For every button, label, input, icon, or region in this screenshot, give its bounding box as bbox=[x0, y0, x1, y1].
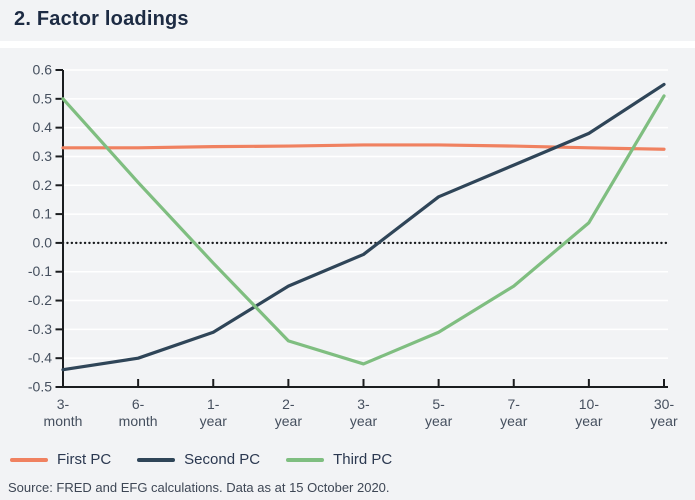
svg-text:-0.3: -0.3 bbox=[28, 321, 52, 337]
chart-legend: First PC Second PC Third PC bbox=[10, 451, 392, 468]
legend-label: First PC bbox=[57, 451, 112, 468]
chart-panel: 0.6 0.5 0.4 0.3 0.2 0.1 0.0 -0.1 -0.2 -0.3 -0.4 -0.… bbox=[0, 48, 695, 500]
legend-item-second-pc: Second PC bbox=[137, 451, 260, 468]
svg-text:0.0: 0.0 bbox=[33, 234, 53, 250]
svg-text:0.5: 0.5 bbox=[33, 90, 53, 106]
svg-text:-0.1: -0.1 bbox=[28, 263, 52, 279]
svg-text:7-year: 7-year bbox=[500, 396, 528, 429]
svg-text:30-year: 30-year bbox=[650, 396, 678, 429]
chart-title: 2. Factor loadings bbox=[14, 8, 189, 30]
svg-text:0.6: 0.6 bbox=[33, 62, 53, 78]
legend-item-first-pc: First PC bbox=[10, 451, 111, 468]
source-note: Source: FRED and EFG calculations. Data … bbox=[8, 480, 390, 495]
svg-text:3-month: 3-month bbox=[44, 396, 83, 429]
svg-text:1-year: 1-year bbox=[200, 396, 228, 429]
second-pc-line-swatch bbox=[137, 457, 176, 462]
svg-text:0.2: 0.2 bbox=[33, 177, 53, 193]
svg-text:0.3: 0.3 bbox=[33, 148, 53, 164]
legend-item-third-pc: Third PC bbox=[286, 451, 392, 468]
legend-label: Second PC bbox=[184, 451, 261, 468]
svg-text:3-year: 3-year bbox=[350, 396, 378, 429]
svg-text:5-year: 5-year bbox=[425, 396, 453, 429]
factor-loadings-line-chart: 0.6 0.5 0.4 0.3 0.2 0.1 0.0 -0.1 -0.2 -0.3 -0.4 -0.… bbox=[28, 62, 678, 430]
svg-text:10-year: 10-year bbox=[575, 396, 603, 429]
legend-label: Third PC bbox=[333, 451, 393, 468]
svg-text:-0.2: -0.2 bbox=[28, 292, 52, 308]
third-pc-line-swatch bbox=[286, 457, 325, 462]
svg-text:2-year: 2-year bbox=[275, 396, 303, 429]
svg-text:0.4: 0.4 bbox=[33, 119, 53, 135]
chart-title-bar: 2. Factor loadings bbox=[0, 0, 695, 41]
first-pc-line-swatch bbox=[10, 457, 48, 462]
svg-text:0.1: 0.1 bbox=[33, 206, 53, 222]
svg-text:-0.5: -0.5 bbox=[28, 379, 52, 395]
svg-text:6-month: 6-month bbox=[119, 396, 158, 429]
svg-text:-0.4: -0.4 bbox=[28, 350, 52, 366]
